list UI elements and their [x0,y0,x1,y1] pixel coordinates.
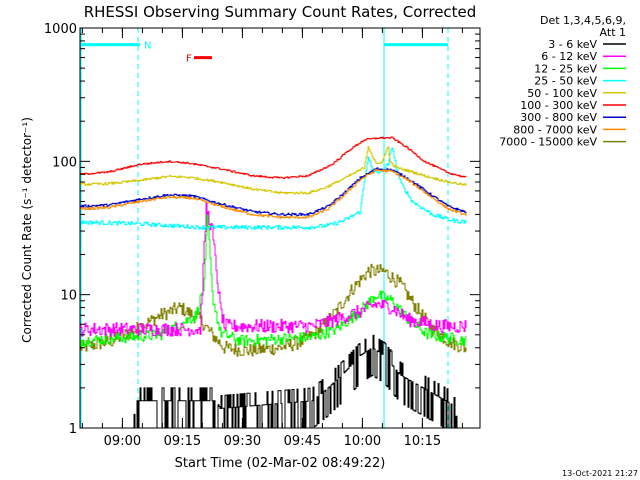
series-line-path [80,147,467,230]
band-label-N: N [144,41,151,52]
legend-header: Att 1 [600,26,626,39]
legend-entry-label: 6 - 12 keV [541,50,597,63]
series-line [80,334,466,428]
series-line-path [80,146,467,195]
series-line-path [80,136,467,179]
legend-entry-label: 7000 - 15000 keV [499,136,597,149]
series-line-path [80,334,466,428]
legend-entry-label: 800 - 7000 keV [513,123,597,136]
x-axis-label: Start Time (02-Mar-02 08:49:22) [175,456,386,471]
chart-title: RHESSI Observing Summary Count Rates, Co… [84,3,477,21]
y-tick-label: 100 [52,155,77,170]
series-line-path [80,263,467,357]
y-axis-label: Corrected Count Rate (s⁻¹ detector⁻¹) [20,117,34,343]
x-tick-label: 09:45 [284,434,321,449]
series-line [80,146,467,195]
footer-date: 13-Oct-2021 21:27 [562,469,638,478]
legend-entry-label: 25 - 50 keV [534,75,597,88]
y-tick-label: 10 [60,289,77,304]
chart-title-group: RHESSI Observing Summary Count Rates, Co… [84,3,477,21]
legend-header: Det 1,3,4,5,6,9, [540,14,626,27]
legend-entry-label: 100 - 300 keV [520,99,597,112]
y-tick-label: 1000 [44,22,77,37]
y-tick-label: 1 [69,422,77,437]
x-tick-label: 10:15 [404,434,441,449]
x-tick-label: 09:15 [164,434,201,449]
series-line [80,263,467,357]
series-line-path [80,202,467,337]
series-line [80,169,467,219]
legend-entry-label: 300 - 800 keV [520,111,597,124]
x-tick-label: 09:00 [104,434,141,449]
series-line [80,136,467,179]
x-tick-label: 09:30 [224,434,261,449]
plot-frame [79,27,481,429]
legend-entry-label: 50 - 100 keV [527,87,597,100]
legend-entry-label: 12 - 25 keV [534,62,597,75]
plot-area: NF [80,28,467,428]
series-line [80,202,467,337]
axes-group: 1 10 100 1000 09:00 09:15 09:30 09:45 10:00 10:15 [44,22,481,449]
legend-entry-label: 3 - 6 keV [548,38,597,51]
x-tick-label: 10:00 [344,434,381,449]
data-layer [80,28,467,428]
band-label-F: F [186,54,192,65]
series-line [80,147,467,230]
series-line-path [80,169,467,219]
